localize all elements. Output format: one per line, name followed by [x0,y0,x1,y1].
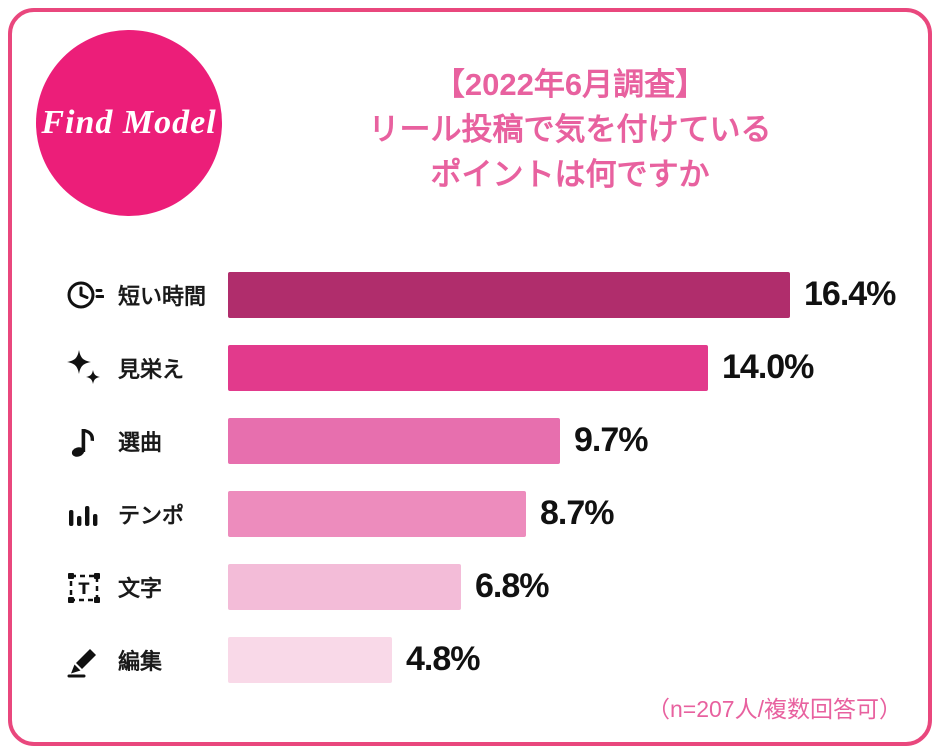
category: 短い時間 [62,273,228,317]
category: テンポ [62,492,228,536]
category-label: 短い時間 [118,283,207,309]
bar-area: 14.0% [228,344,908,391]
sparkles-icon [62,346,106,390]
pencil-icon [62,638,106,682]
bar [228,563,461,610]
bar-area: 6.8% [228,563,908,610]
chart-row: T 文字 6.8% [62,550,908,623]
sample-size-note: （n=207人/複数回答可） [647,696,902,722]
category: T 文字 [62,565,228,609]
svg-text:T: T [79,579,90,598]
chart-row: 選曲 9.7% [62,404,908,477]
category-label: 選曲 [118,429,163,455]
value-label: 9.7% [574,421,648,459]
bar-area: 4.8% [228,636,908,683]
value-label: 8.7% [540,494,614,532]
bar [228,490,526,537]
bar-area: 16.4% [228,271,908,318]
bar [228,271,790,318]
clock-icon [62,273,106,317]
value-label: 14.0% [722,348,814,386]
bar [228,344,708,391]
title-line-3: ポイントは何ですか [430,157,710,192]
equalizer-icon [62,492,106,536]
category-label: 見栄え [118,356,185,382]
bar-area: 8.7% [228,490,908,537]
value-label: 4.8% [406,640,480,678]
chart-row: 編集 4.8% [62,623,908,696]
title-line-2: リール投稿で気を付けている [368,112,772,147]
survey-title: 【2022年6月調査】 リール投稿で気を付けている ポイントは何ですか [250,62,890,197]
value-label: 6.8% [475,567,549,605]
category: 見栄え [62,346,228,390]
chart-row: 短い時間 16.4% [62,258,908,331]
music-note-icon [62,419,106,463]
category-label: 文字 [118,575,163,601]
value-label: 16.4% [804,275,896,313]
text-box-icon: T [62,565,106,609]
find-model-logo: Find Model [36,30,222,216]
logo-text: Find Model [41,104,217,141]
bar [228,417,560,464]
title-line-1: 【2022年6月調査】 [433,67,707,102]
category: 編集 [62,638,228,682]
bar-area: 9.7% [228,417,908,464]
category: 選曲 [62,419,228,463]
bar [228,636,392,683]
chart-row: 見栄え 14.0% [62,331,908,404]
category-label: テンポ [118,502,185,528]
chart-row: テンポ 8.7% [62,477,908,550]
category-label: 編集 [118,648,163,674]
bar-chart: 短い時間 16.4% 見栄え 14.0% 選曲 9.7% テンポ 8.7% T 文字 6.8% 編集 4… [62,258,908,696]
